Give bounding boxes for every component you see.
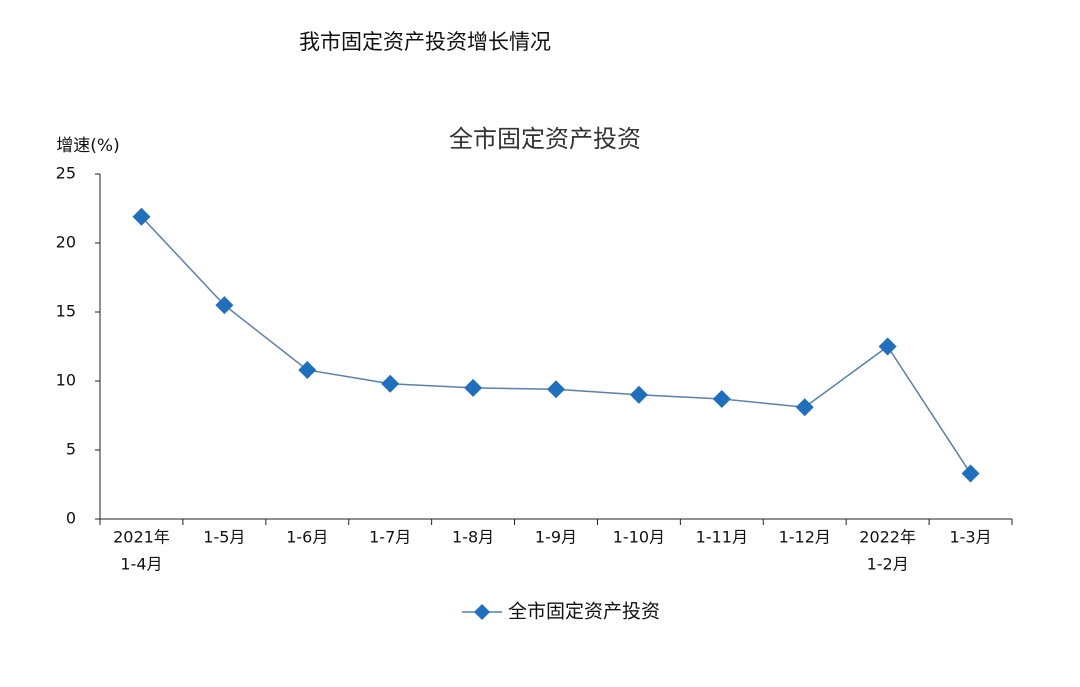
x-tick-label: 2022年 [859, 528, 916, 547]
x-tick-label: 1-10月 [613, 528, 665, 547]
y-tick-label: 15 [56, 302, 76, 321]
point [132, 207, 151, 226]
x-tick-label: 1-5月 [203, 528, 245, 547]
point [298, 360, 317, 379]
y-tick-label: 20 [56, 233, 76, 252]
series-line [140, 216, 972, 474]
x-tick-label: 1-8月 [452, 528, 494, 547]
point [547, 380, 565, 399]
x-tick-label: 1-12月 [779, 528, 831, 547]
x-tick-label: 1-9月 [535, 528, 577, 547]
point [961, 464, 980, 483]
x-tick-label: 2021年 [113, 528, 170, 547]
y-tick-label: 25 [56, 164, 76, 183]
point [464, 378, 483, 397]
y-tick-label: 5 [66, 440, 76, 459]
legend-marker [474, 604, 490, 620]
x-tick-label: 1-11月 [696, 528, 748, 547]
y-tick-label: 0 [66, 509, 76, 528]
point [215, 296, 234, 315]
x-tick-label: 1-6月 [286, 528, 328, 547]
x-tick-label: 1-3月 [949, 528, 991, 547]
legend-label: 全市固定资产投资 [508, 601, 660, 623]
x-tick-label: 1-7月 [369, 528, 411, 547]
point [712, 389, 731, 408]
x-tick-label: 1-4月 [120, 555, 162, 574]
point [878, 337, 897, 356]
point [381, 374, 400, 393]
chart-title: 全市固定资产投资 [449, 125, 641, 153]
point [629, 385, 648, 404]
y-axis-label: 增速(%) [56, 136, 119, 156]
y-tick-label: 10 [56, 371, 76, 390]
point [795, 398, 814, 417]
page-title: 我市固定资产投资增长情况 [299, 30, 551, 54]
x-tick-label: 1-2月 [867, 555, 909, 574]
